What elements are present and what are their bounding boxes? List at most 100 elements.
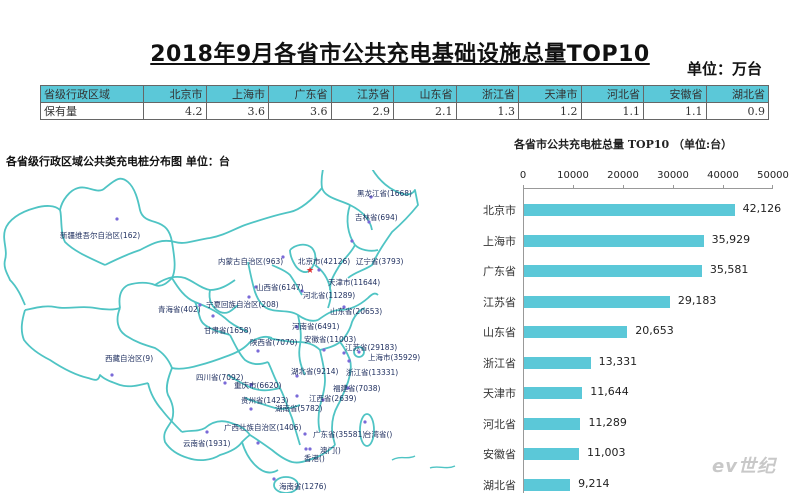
bar: [524, 265, 702, 277]
map-label-liaoning: 辽宁省(3793): [356, 257, 404, 266]
x-axis-tick: [673, 185, 674, 189]
map-label-hunan: 湖南省(5782): [275, 404, 323, 413]
bar-category-label: 天津市: [483, 387, 516, 400]
bar-row: 江苏省 29,183: [0, 287, 800, 317]
x-axis-line: [523, 188, 773, 189]
bar-category-label: 山东省: [483, 326, 516, 339]
map-label-guangdong: 广东省(35581): [313, 430, 366, 439]
map-label-chongqing: 重庆市(6620): [234, 381, 282, 390]
map-label-shanghai: 上海市(35929): [368, 353, 421, 362]
table-cell: 3.6: [205, 102, 269, 120]
map-label-shanxi: 山西省(6147): [256, 283, 304, 292]
bar-category-label: 上海市: [483, 234, 516, 248]
bar-row: 北京市 42,126: [0, 195, 800, 225]
map-label-xinjiang: 新疆维吾尔自治区(162): [60, 231, 141, 240]
table-cell: 1.1: [643, 102, 707, 120]
summary-value-row: 保有量 4.2 3.6 3.6 2.9 2.1 1.3 1.2 1.1 1.1 …: [40, 102, 769, 120]
map-label-shaanxi: 陕西省(7070): [250, 338, 298, 347]
bar-category-label: 北京市: [483, 204, 516, 217]
col-header: 江苏省: [330, 85, 394, 103]
x-axis-tick: [723, 185, 724, 189]
table-cell: 3.6: [268, 102, 332, 120]
map-label-shandong: 山东省(20653): [330, 307, 383, 316]
bar-category-label: 广东省: [483, 265, 516, 278]
map-label-jiangsu: 江苏省(29183): [345, 343, 398, 352]
summary-table: 省级行政区域 北京市 上海市 广东省 江苏省 山东省 浙江省 天津市 河北省 安…: [40, 85, 769, 120]
map-label-tianjin: 天津市(11644): [328, 278, 381, 287]
bar: [524, 448, 579, 460]
row-header-amount: 保有量: [40, 102, 144, 120]
bar-value-label: 29,183: [677, 293, 717, 307]
col-header: 安徽省: [643, 85, 707, 103]
map-label-guangxi: 广西壮族自治区(1406): [224, 423, 302, 432]
chart-title: 各省市公共充电桩总量 TOP10 （单位:台）: [514, 138, 733, 151]
watermark-logo: ev世纪: [712, 456, 776, 477]
x-tick-label: 0: [519, 170, 527, 181]
map-label-hubei: 湖北省(9214): [291, 367, 339, 376]
map-label-guizhou: 贵州省(1423): [241, 396, 289, 405]
bar-row: 河北省 11,289: [0, 409, 800, 439]
map-label-macau: 澳门(): [320, 446, 341, 455]
map-label-yunnan: 云南省(1931): [183, 439, 231, 448]
china-map: ★ 新疆维吾尔自治区(162) 西藏自治区(9) 青海省(402) 宁夏回族自治…: [0, 170, 460, 493]
map-label-fujian: 福建省(7038): [333, 384, 381, 393]
bar-row: 山东省 20,653: [0, 317, 800, 347]
bar-category-label: 湖北省: [483, 478, 516, 492]
map-label-anhui: 安徽省(11003): [304, 335, 357, 344]
map-label-beijing: 北京市(42126): [298, 257, 351, 266]
bar-value-label: 11,289: [588, 415, 627, 429]
x-axis-tick: [523, 185, 524, 189]
bar-category-label: 河北省: [483, 417, 516, 431]
map-label-henan: 河南省(6491): [292, 322, 340, 331]
x-tick-label: 50000: [757, 170, 789, 181]
map-label-sichuan: 四川省(7092): [196, 373, 244, 382]
col-header: 天津市: [518, 85, 582, 103]
x-tick-label: 10000: [557, 170, 589, 181]
bar-value-label: 9,214: [578, 476, 610, 490]
bar-row: 湖北省 9,214: [0, 470, 800, 493]
bar-value-label: 11,644: [590, 385, 629, 398]
map-label-hongkong: 香港(): [304, 454, 325, 463]
bar-value-label: 42,126: [742, 202, 782, 215]
summary-header-row: 省级行政区域 北京市 上海市 广东省 江苏省 山东省 浙江省 天津市 河北省 安…: [40, 85, 769, 103]
map-label-taiwan: 台湾省(): [364, 430, 393, 439]
map-label-zhejiang: 浙江省(13331): [346, 368, 399, 377]
table-cell: 4.2: [143, 102, 207, 120]
map-label-ningxia: 宁夏回族自治区(208): [206, 300, 279, 309]
bar: [524, 478, 571, 491]
col-header: 浙江省: [455, 85, 519, 103]
table-cell: 2.1: [393, 102, 457, 120]
table-cell: 1.1: [580, 102, 644, 120]
bar-row: 上海市 35,929: [0, 226, 800, 256]
x-tick-label: 40000: [707, 170, 739, 181]
table-cell: 1.2: [518, 102, 582, 120]
map-label-qinghai: 青海省(402): [158, 305, 201, 314]
col-header: 上海市: [205, 85, 269, 103]
bar: [524, 234, 704, 247]
col-header: 广东省: [268, 85, 332, 103]
col-header: 北京市: [143, 85, 207, 103]
table-cell: 2.9: [330, 102, 394, 120]
bar-value-label: 35,929: [711, 232, 751, 246]
col-header: 河北省: [580, 85, 644, 103]
map-label-jilin: 吉林省(694): [355, 213, 398, 222]
bar-category-label: 江苏省: [483, 295, 516, 309]
x-axis-tick: [772, 185, 773, 189]
bar-value-label: 35,581: [709, 263, 749, 276]
y-axis-line: [523, 188, 524, 493]
map-outline-icon: ★: [3, 170, 456, 493]
map-label-gansu: 甘肃省(1658): [204, 326, 252, 335]
map-label-jiangxi: 江西省(2639): [309, 394, 357, 403]
table-cell: 0.9: [705, 102, 769, 120]
bar: [524, 204, 735, 216]
bar-category-label: 安徽省: [483, 448, 516, 461]
bar: [524, 417, 581, 430]
map-label-hainan: 海南省(1276): [279, 482, 327, 491]
map-title: 各省级行政区域公共类充电桩分布图 单位：台: [6, 155, 230, 168]
bar: [524, 356, 591, 369]
bar-row: 安徽省 11,003: [0, 439, 800, 469]
col-header: 山东省: [393, 85, 457, 103]
map-label-tibet: 西藏自治区(9): [105, 354, 154, 363]
page-title: 2018年9月各省市公共充电基础设施总量TOP10: [150, 42, 650, 67]
map-label-inner-mongolia: 内蒙古自治区(963): [218, 257, 284, 266]
